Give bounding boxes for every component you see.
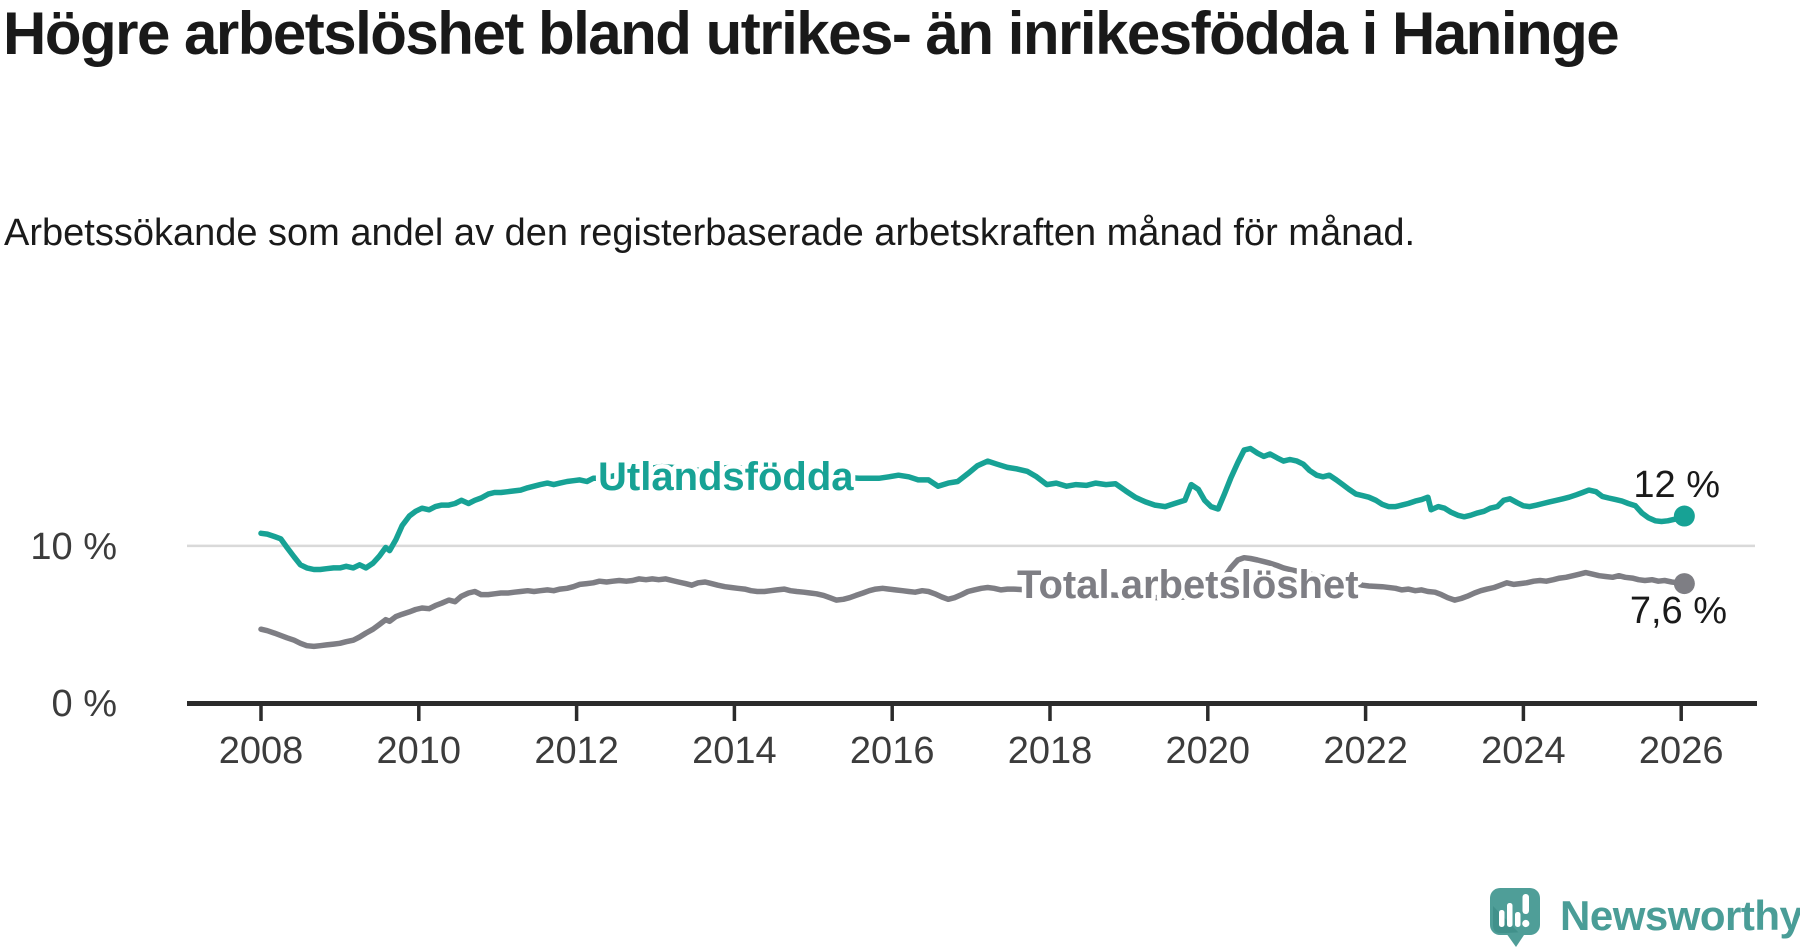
series-label-total: Total arbetslöshet <box>1017 563 1359 607</box>
series-end-dot-utlandsfodda <box>1673 505 1695 527</box>
newsworthy-logo: Newsworthy <box>1490 888 1800 947</box>
newsworthy-logo-tail <box>1506 932 1526 947</box>
x-axis-tick-label: 2024 <box>1481 730 1566 772</box>
end-value-label-utlandsfodda: 12 % <box>1633 464 1720 506</box>
series-line-total <box>258 554 1688 650</box>
series-line-utlandsfodda <box>258 445 1688 573</box>
x-axis-tick-label: 2020 <box>1166 730 1251 772</box>
newsworthy-bar-chart-icon <box>1499 903 1521 927</box>
x-axis-tick-label: 2008 <box>219 730 304 772</box>
x-axis-tick-label: 2014 <box>692 730 777 772</box>
newsworthy-wordmark: Newsworthy <box>1560 892 1800 939</box>
x-axis-tick-label: 2026 <box>1639 730 1724 772</box>
y-axis-tick-label: 10 % <box>30 526 117 568</box>
series-end-dot-total <box>1673 573 1695 595</box>
chart-subtitle: Arbetssökande som andel av den registerb… <box>4 212 1416 254</box>
x-axis-tick-label: 2016 <box>850 730 935 772</box>
x-axis-tick-label: 2022 <box>1323 730 1408 772</box>
end-value-label-total: 7,6 % <box>1630 590 1727 632</box>
page-title: Högre arbetslöshet bland utrikes- än inr… <box>3 0 1620 67</box>
series-label-utlandsfodda: Utlandsfödda <box>598 455 854 499</box>
y-axis-tick-label: 0 % <box>52 683 117 725</box>
x-axis-tick-label: 2012 <box>534 730 619 772</box>
newsworthy-exclamation-icon <box>1522 894 1530 928</box>
x-axis-tick-label: 2010 <box>377 730 462 772</box>
x-axis-tick-label: 2018 <box>1008 730 1093 772</box>
